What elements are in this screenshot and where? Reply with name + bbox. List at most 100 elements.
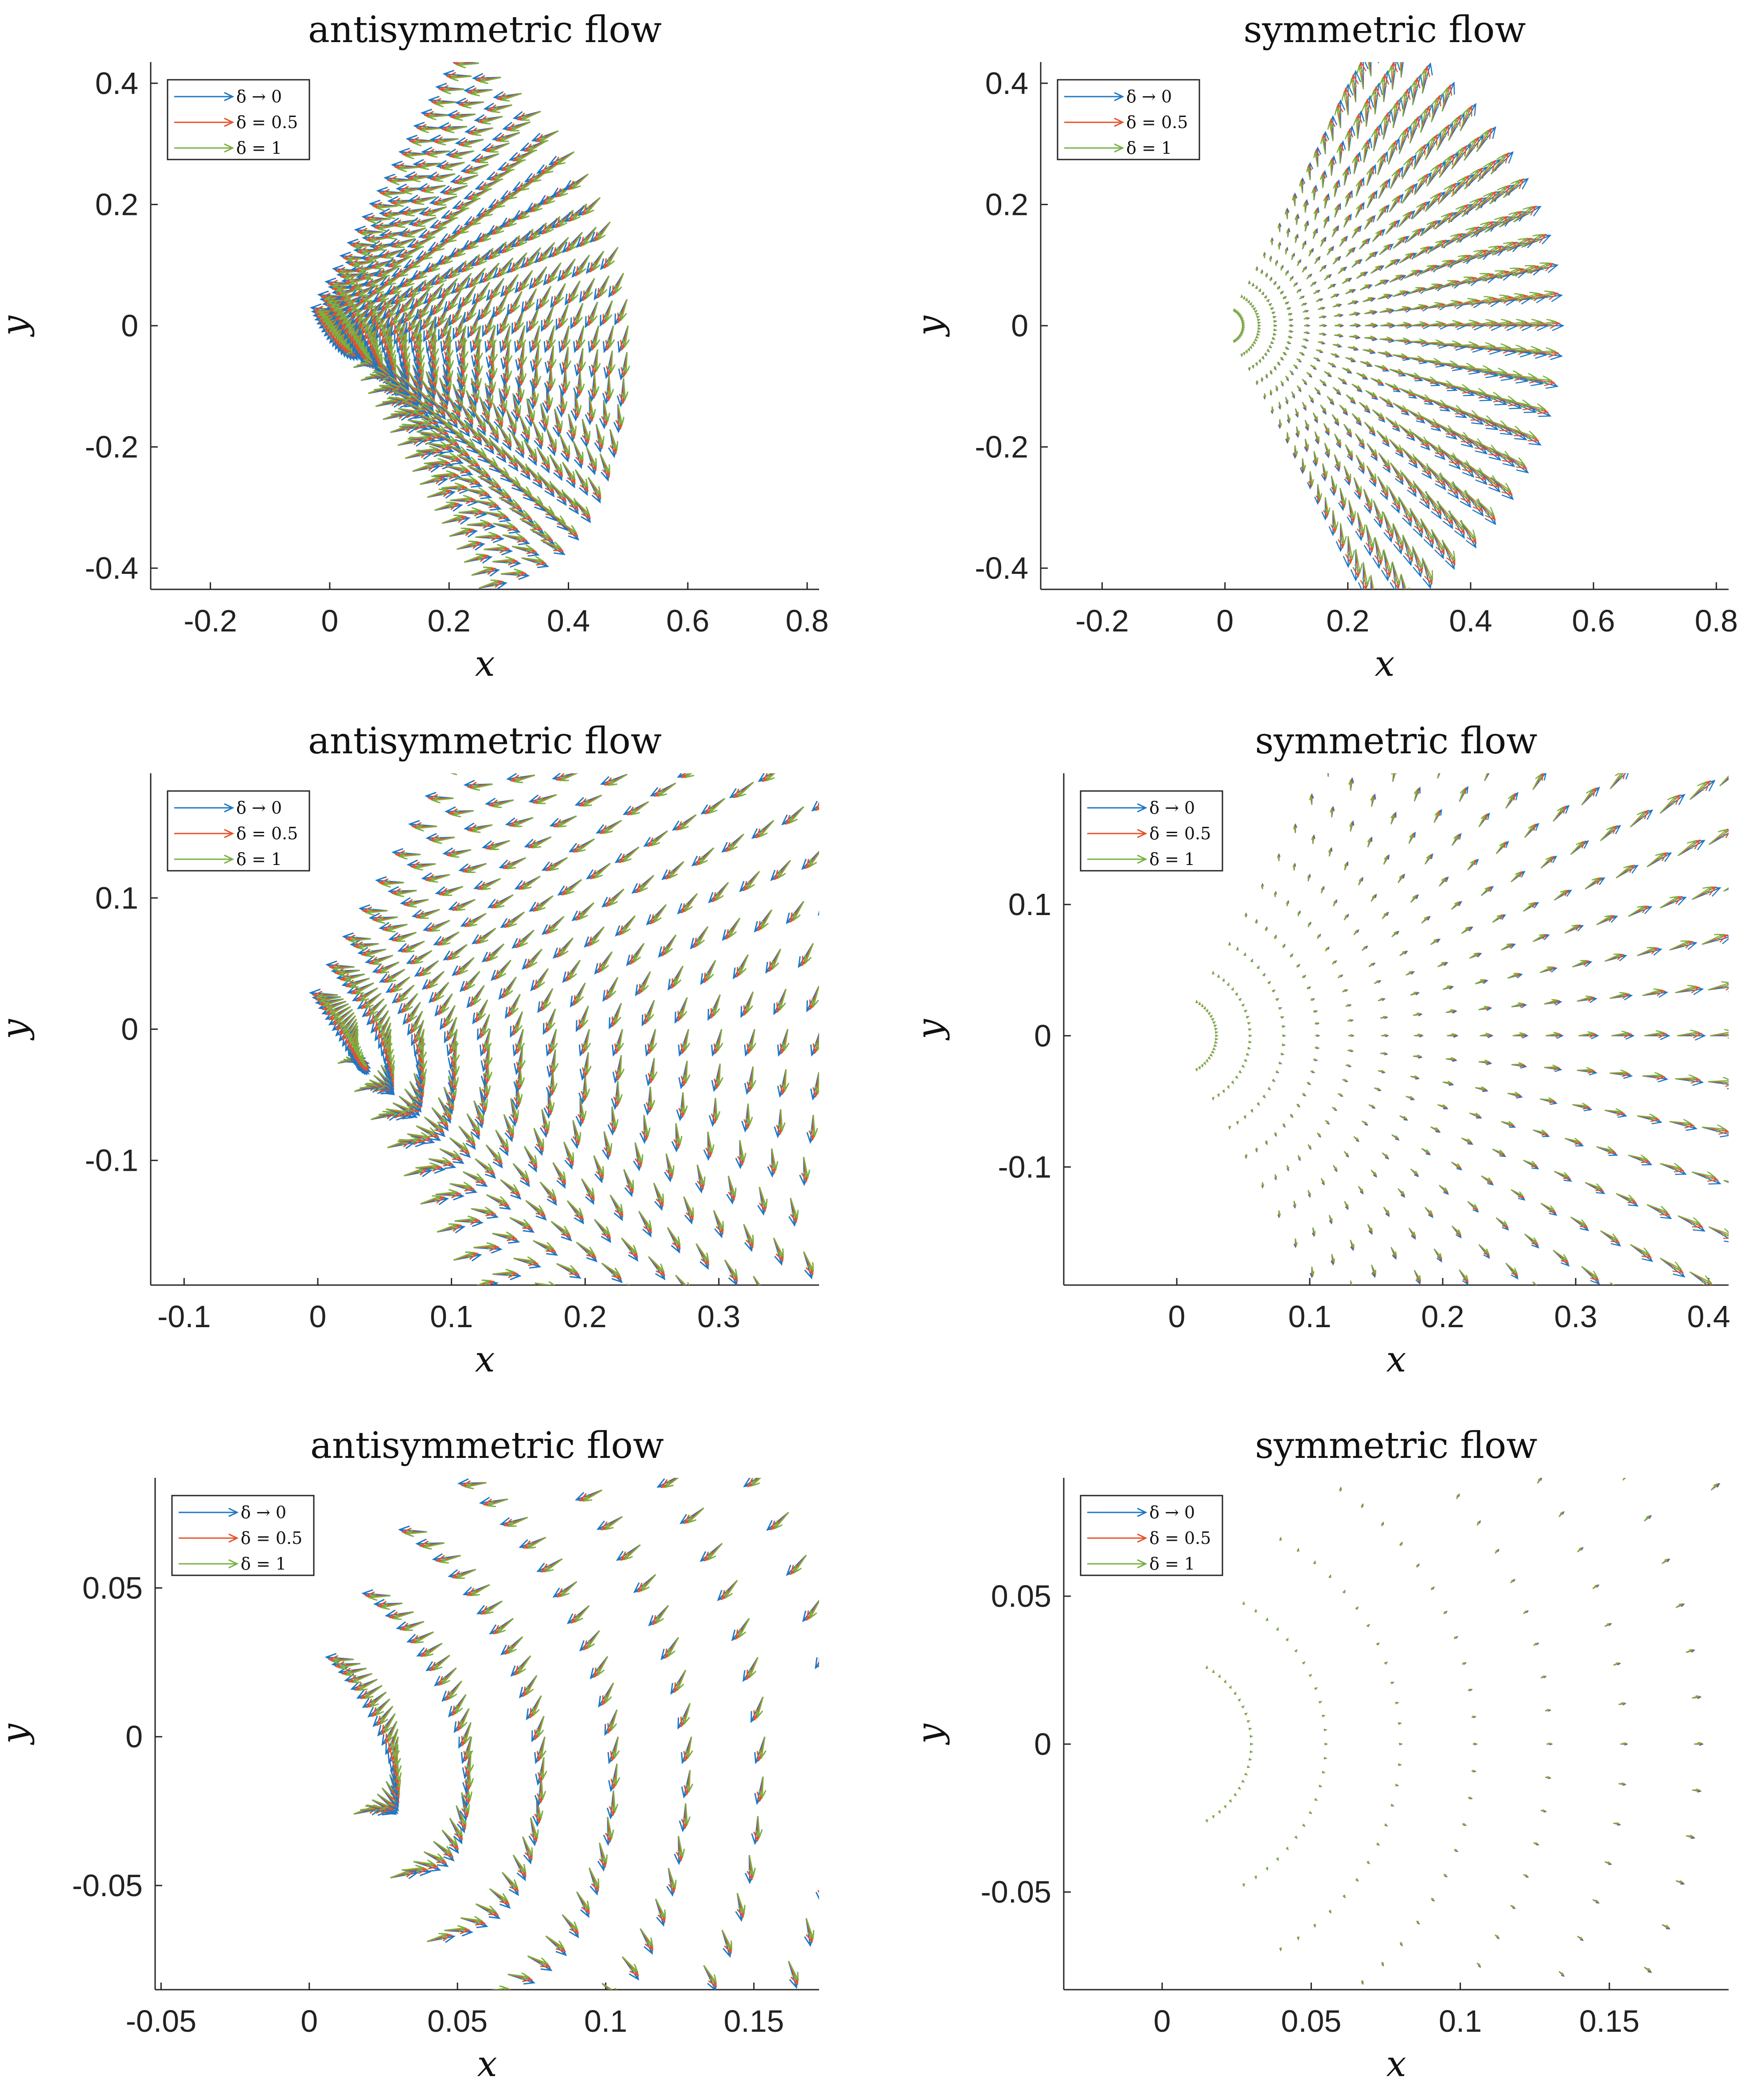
- quiver-arrow-s3: [622, 915, 636, 935]
- quiver-arrow-s3: [1254, 310, 1257, 313]
- quiver-arrow-s3: [426, 441, 449, 449]
- quiver-arrow-s3: [441, 482, 464, 491]
- quiver-arrow-s3: [1503, 453, 1526, 465]
- quiver-arrow-s3: [1320, 136, 1327, 155]
- quiver-arrow-s3: [563, 347, 572, 370]
- quiver-arrow-s3: [1489, 185, 1507, 205]
- quiver-arrow-s3: [1306, 986, 1310, 990]
- quiver-arrow-s3: [1327, 396, 1334, 403]
- quiver-arrow-s3: [1409, 119, 1417, 144]
- quiver-arrow-s3: [527, 288, 537, 310]
- quiver-arrow-s3: [431, 283, 445, 303]
- quiver-arrow-s3: [1278, 1007, 1282, 1010]
- quiver-arrow-s3: [1282, 1034, 1286, 1037]
- quiver-arrow-s2: [680, 1060, 690, 1087]
- quiver-arrow-s3: [1255, 267, 1258, 271]
- quiver-arrow-s3: [1378, 351, 1390, 355]
- quiver-arrow-s3: [1316, 934, 1320, 939]
- quiver-arrow-s3: [1214, 1028, 1218, 1031]
- quiver-arrow-s3: [476, 1279, 492, 1285]
- quiver-arrow-s3: [1357, 512, 1366, 534]
- quiver-arrow-s3: [1306, 166, 1312, 180]
- quiver-arrow-s3: [1245, 1154, 1248, 1158]
- quiver-arrow-s3: [1327, 121, 1334, 141]
- quiver-arrow-s3: [1332, 304, 1340, 308]
- quiver-arrow-s3: [436, 452, 459, 460]
- quiver-arrow-s3: [675, 1274, 690, 1285]
- quiver-arrow-s2: [591, 349, 600, 375]
- quiver-arrow-s3: [1280, 291, 1283, 295]
- quiver-arrow-s3: [530, 529, 551, 538]
- chart-title: symmetric flow: [1243, 9, 1526, 51]
- quiver-arrow-s3: [1511, 871, 1521, 882]
- quiver-arrow-s3: [699, 847, 714, 865]
- legend-label: δ = 1: [1126, 138, 1172, 158]
- quiver-arrow-s3: [434, 99, 457, 108]
- quiver-arrow-s3: [1370, 89, 1378, 114]
- quiver-arrow-s3: [542, 286, 552, 307]
- quiver-arrow-s3: [1378, 181, 1386, 199]
- quiver-arrow-s3: [793, 901, 804, 921]
- quiver-arrow-s3: [445, 278, 458, 297]
- quiver-arrow-s3: [1402, 472, 1417, 490]
- quiver-arrow-s3: [471, 188, 491, 201]
- quiver-arrow-s3: [514, 252, 528, 272]
- quiver-arrow-s3: [446, 336, 454, 359]
- x-tick-label: 0.1: [430, 1299, 473, 1334]
- quiver-arrow-s3: [519, 415, 530, 436]
- quiver-arrow-s3: [500, 93, 522, 102]
- quiver-arrow-s3: [684, 893, 698, 912]
- quiver-arrow-s3: [1236, 947, 1239, 951]
- quiver-arrow-s2: [1369, 1307, 1373, 1320]
- quiver-arrow-s3: [437, 195, 458, 206]
- quiver-arrow-s3: [1315, 1046, 1319, 1049]
- quiver-arrow-s3: [576, 1242, 596, 1255]
- quiver-arrow-s3: [1273, 366, 1277, 370]
- quiver-arrow-s3: [577, 370, 585, 393]
- quiver-arrow-s3: [1334, 454, 1341, 468]
- quiver-arrow-s3: [1425, 302, 1442, 309]
- legend: δ → 0δ = 0.5δ = 1: [167, 79, 310, 160]
- quiver-arrow-s3: [1332, 183, 1338, 197]
- x-tick-label: 0.2: [1326, 604, 1369, 638]
- quiver-arrow-s3: [554, 409, 563, 430]
- quiver-arrow-s3: [1266, 349, 1270, 352]
- quiver-arrow-s3: [1374, 365, 1387, 369]
- quiver-arrow-s2: [1484, 1290, 1494, 1304]
- quiver-arrow-s3: [437, 217, 457, 230]
- quiver-arrow-s3: [1451, 1225, 1461, 1235]
- quiver-arrow-s3: [1484, 216, 1504, 233]
- quiver-arrow-s3: [1214, 1025, 1217, 1028]
- quiver-arrow-s3: [441, 514, 463, 524]
- quiver-arrow-s3: [1364, 421, 1375, 432]
- y-tick-label: 0: [121, 1012, 138, 1047]
- quiver-arrow-s3: [1413, 246, 1428, 259]
- quiver-arrow-s3: [450, 773, 457, 775]
- quiver-arrow-s3: [549, 454, 563, 473]
- quiver-arrow-s3: [1356, 64, 1365, 90]
- quiver-arrow-s3: [669, 861, 684, 879]
- quiver-arrow-s3: [1440, 300, 1460, 308]
- quiver-arrow-s3: [574, 469, 589, 488]
- quiver-arrow-s3: [1296, 1103, 1300, 1106]
- legend-arrow-head: [1114, 117, 1124, 127]
- quiver-arrow-s2: [582, 1052, 591, 1078]
- x-tick-label: 0: [1216, 604, 1234, 638]
- quiver-arrow-s3: [1251, 343, 1254, 347]
- quiver-arrow-s3: [658, 783, 676, 797]
- quiver-arrow-s3: [465, 285, 476, 306]
- quiver-arrow-s3: [570, 232, 583, 251]
- y-tick-label: -0.2: [85, 430, 138, 464]
- quiver-arrow-s3: [1275, 261, 1277, 266]
- quiver-arrow-s3: [565, 258, 576, 279]
- quiver-arrow-s3: [1316, 298, 1322, 302]
- quiver-arrow-s3: [772, 949, 781, 970]
- quiver-arrow-s3: [1411, 432, 1429, 444]
- x-tick-label: 0: [321, 604, 338, 638]
- quiver-arrow-s3: [1470, 221, 1490, 238]
- quiver-arrow-s3: [1351, 259, 1359, 268]
- quiver-arrow-s3: [467, 465, 489, 475]
- quiver-arrow-s3: [346, 1018, 357, 1039]
- quiver-arrow-s3: [407, 433, 430, 441]
- quiver-arrow-s3: [1492, 242, 1514, 256]
